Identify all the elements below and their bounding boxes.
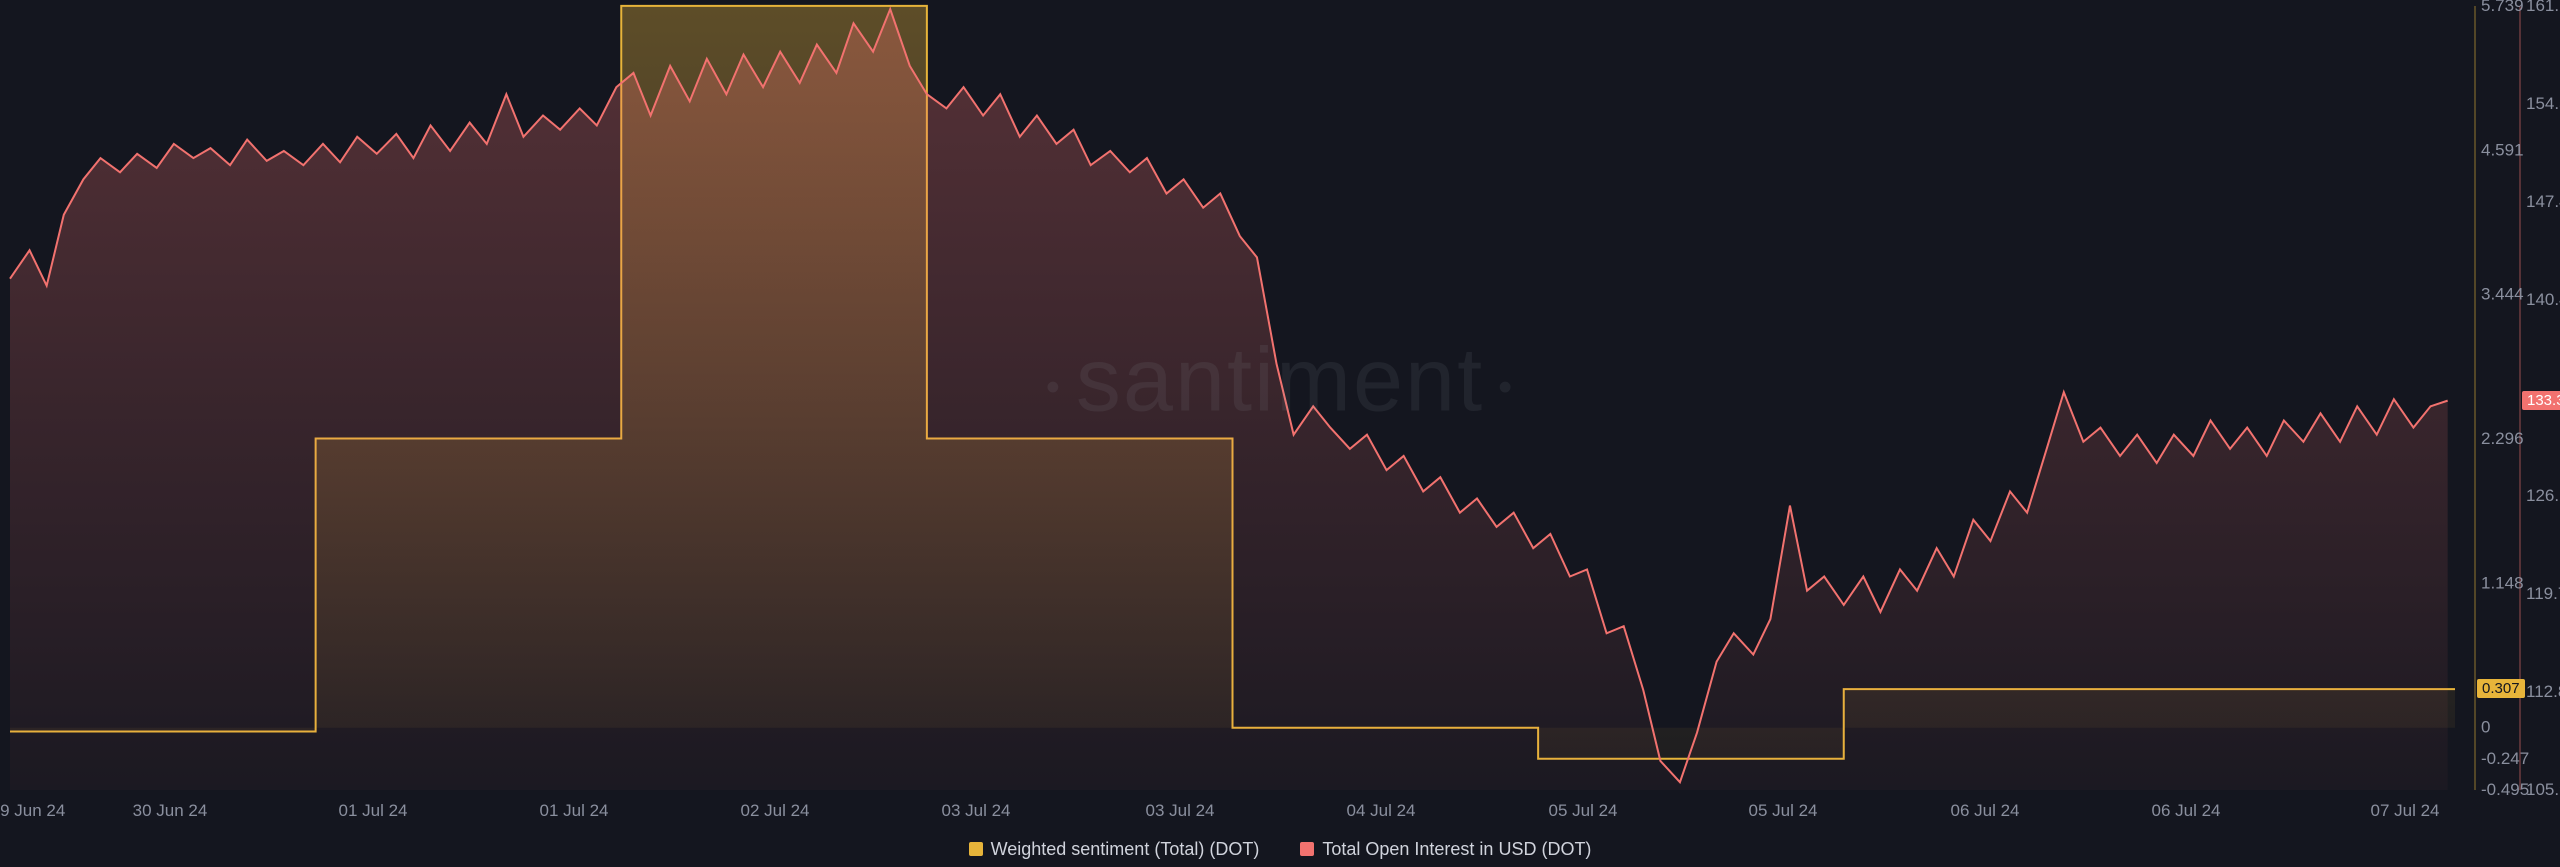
svg-text:2.296: 2.296 [2481, 429, 2524, 448]
chart-legend: Weighted sentiment (Total) (DOT) Total O… [0, 839, 2560, 862]
svg-text:29 Jun 24: 29 Jun 24 [0, 801, 65, 820]
svg-text:01 Jul 24: 01 Jul 24 [339, 801, 408, 820]
svg-text:119.77M: 119.77M [2526, 584, 2560, 603]
chart-container: 5.739 4.591 3.444 2.296 1.148 0 -0.247 -0.495 16… [0, 0, 2560, 867]
chart-svg: 5.739 4.591 3.444 2.296 1.148 0 -0.247 -0.495 16… [0, 0, 2560, 867]
svg-text:06 Jul 24: 06 Jul 24 [2152, 801, 2221, 820]
svg-text:02 Jul 24: 02 Jul 24 [741, 801, 810, 820]
svg-text:07 Jul 24: 07 Jul 24 [2371, 801, 2440, 820]
svg-text:1.148: 1.148 [2481, 573, 2524, 592]
svg-text:03 Jul 24: 03 Jul 24 [1146, 801, 1215, 820]
svg-text:147.4M: 147.4M [2526, 192, 2560, 211]
openinterest-current-flag: 133.35M [2522, 391, 2560, 410]
svg-text:5.739: 5.739 [2481, 0, 2524, 15]
svg-text:112.86M: 112.86M [2526, 682, 2560, 701]
legend-swatch-openinterest [1300, 842, 1314, 856]
svg-text:04 Jul 24: 04 Jul 24 [1347, 801, 1416, 820]
svg-text:05 Jul 24: 05 Jul 24 [1549, 801, 1618, 820]
legend-label-openinterest: Total Open Interest in USD (DOT) [1322, 839, 1591, 860]
svg-text:01 Jul 24: 01 Jul 24 [540, 801, 609, 820]
legend-item-sentiment: Weighted sentiment (Total) (DOT) [969, 839, 1260, 860]
svg-text:0: 0 [2481, 718, 2490, 737]
legend-swatch-sentiment [969, 842, 983, 856]
svg-text:4.591: 4.591 [2481, 140, 2524, 159]
svg-text:-0.247: -0.247 [2481, 749, 2529, 768]
svg-text:30 Jun 24: 30 Jun 24 [133, 801, 208, 820]
svg-text:05 Jul 24: 05 Jul 24 [1749, 801, 1818, 820]
svg-text:-0.495: -0.495 [2481, 780, 2529, 799]
svg-text:105.95M: 105.95M [2526, 780, 2560, 799]
legend-label-sentiment: Weighted sentiment (Total) (DOT) [991, 839, 1260, 860]
svg-text:06 Jul 24: 06 Jul 24 [1951, 801, 2020, 820]
svg-text:03 Jul 24: 03 Jul 24 [942, 801, 1011, 820]
sentiment-current-flag: 0.307 [2477, 679, 2525, 698]
svg-text:154.31M: 154.31M [2526, 94, 2560, 113]
svg-text:126.68M: 126.68M [2526, 486, 2560, 505]
svg-text:161.22M: 161.22M [2526, 0, 2560, 15]
svg-text:3.444: 3.444 [2481, 285, 2524, 304]
svg-text:140.49M: 140.49M [2526, 290, 2560, 309]
legend-item-openinterest: Total Open Interest in USD (DOT) [1300, 839, 1591, 860]
